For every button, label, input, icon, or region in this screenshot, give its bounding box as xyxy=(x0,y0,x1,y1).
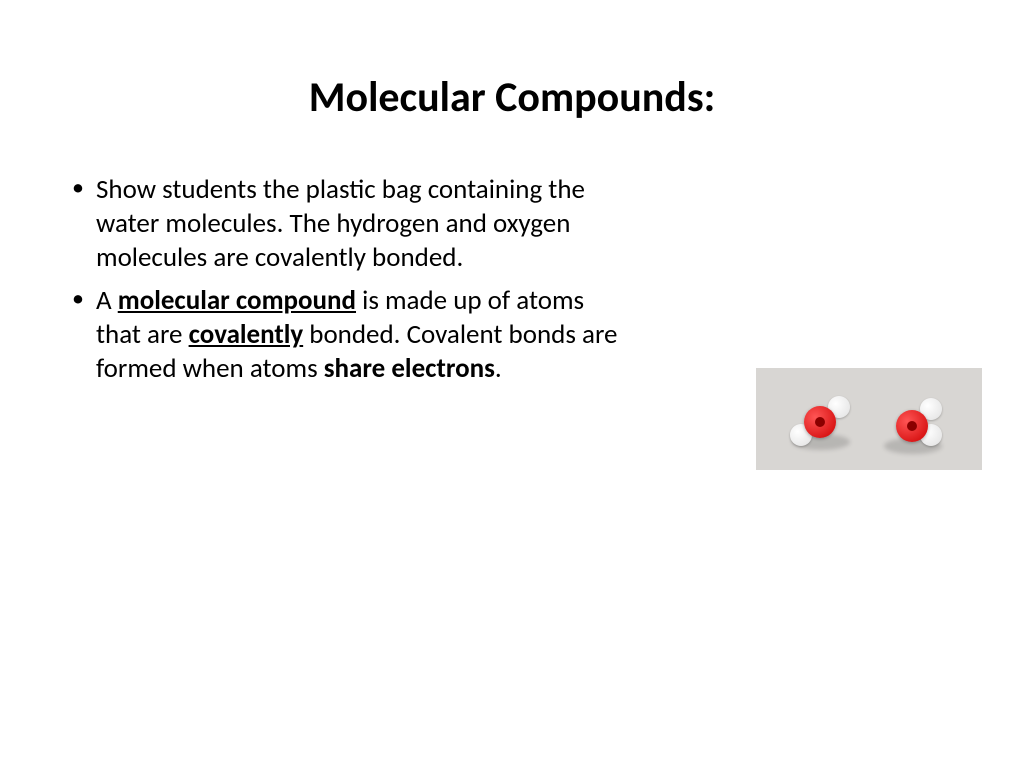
bullet-item-1: Show students the plastic bag containing… xyxy=(68,173,628,274)
content-area: Show students the plastic bag containing… xyxy=(0,173,1024,396)
slide-title: Molecular Compounds: xyxy=(0,0,1024,173)
bullet-item-2: A molecular compound is made up of atoms… xyxy=(68,284,628,385)
bullet-1-text: Show students the plastic bag containing… xyxy=(96,173,585,274)
term-covalently: covalently xyxy=(189,318,304,351)
bullet-2-post: . xyxy=(495,352,502,385)
oxygen-center xyxy=(815,417,825,427)
molecule-photo xyxy=(756,368,982,470)
oxygen-center xyxy=(907,421,917,431)
oxygen-atom xyxy=(804,406,836,438)
term-share-electrons: share electrons xyxy=(324,352,495,385)
bullet-list: Show students the plastic bag containing… xyxy=(68,173,628,396)
oxygen-atom xyxy=(896,410,928,442)
bullet-2-pre: A xyxy=(96,284,118,317)
term-molecular-compound: molecular compound xyxy=(118,284,356,317)
